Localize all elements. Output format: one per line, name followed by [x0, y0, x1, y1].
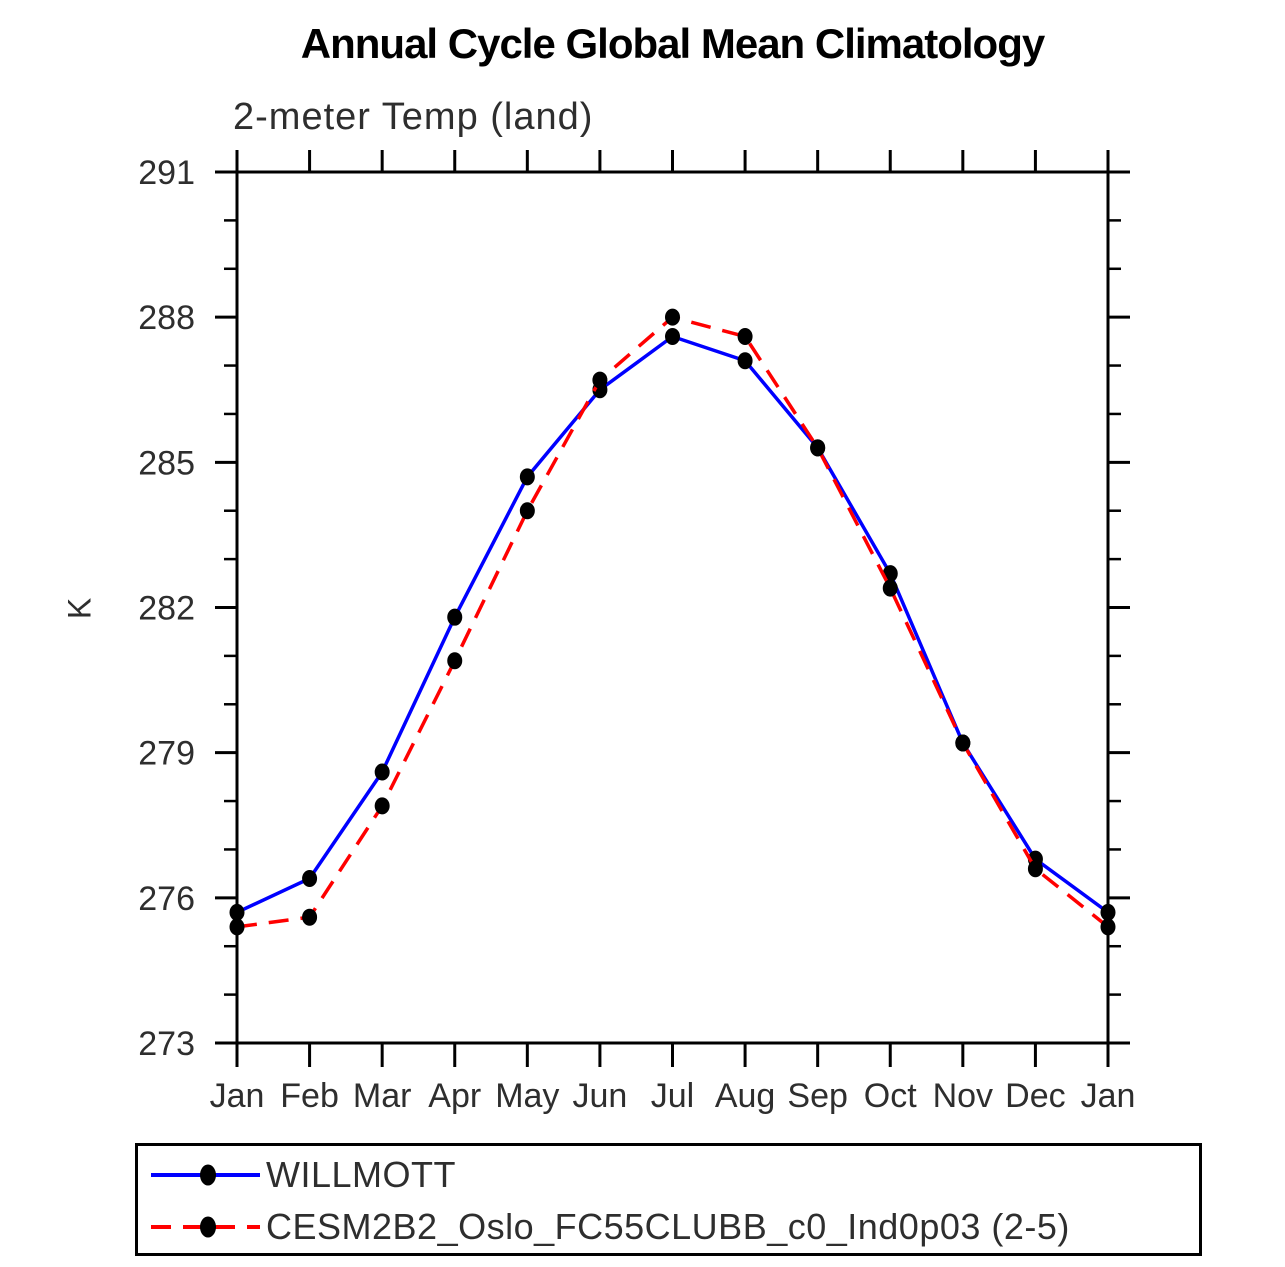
- series-willmott-markers: [229, 328, 1116, 921]
- y-tick-label: 273: [138, 1025, 195, 1063]
- data-point-marker: [519, 502, 535, 520]
- legend-label-cesm: CESM2B2_Oslo_FC55CLUBB_c0_Ind0p03 (2-5): [266, 1206, 1070, 1247]
- x-tick-label: Jan: [1081, 1077, 1136, 1115]
- data-point-marker: [665, 328, 680, 346]
- legend-label-willmott: WILLMOTT: [266, 1154, 456, 1195]
- x-tick-label: May: [495, 1077, 559, 1115]
- data-point-marker: [447, 608, 463, 626]
- data-point-marker: [374, 763, 390, 781]
- x-tick-label: Feb: [280, 1077, 339, 1115]
- data-point-marker: [374, 797, 390, 815]
- y-tick-label: 288: [138, 299, 195, 337]
- y-axis-ticks: [215, 170, 1130, 1045]
- x-tick-label: Apr: [428, 1077, 481, 1115]
- series-cesm-line: [236, 315, 1110, 929]
- data-point-marker: [1027, 860, 1043, 878]
- data-point-marker: [447, 652, 463, 670]
- plot-frame: [235, 170, 1110, 1045]
- data-point-marker: [955, 734, 971, 752]
- x-tick-label: Jul: [651, 1077, 694, 1115]
- legend-item-cesm: CESM2B2_Oslo_FC55CLUBB_c0_Ind0p03 (2-5): [138, 1206, 1070, 1248]
- x-tick-label: Aug: [715, 1077, 776, 1115]
- data-point-marker: [302, 908, 318, 926]
- data-point-marker: [592, 371, 608, 389]
- willmott-marker-icon: [200, 1164, 216, 1186]
- legend-box: WILLMOTT CESM2B2_Oslo_FC55CLUBB_c0_Ind0p…: [135, 1143, 1202, 1256]
- data-point-marker: [1100, 918, 1116, 936]
- data-point-marker: [1100, 903, 1116, 921]
- y-axis-tick-labels: 273 276 279 282 285 288 291: [138, 154, 195, 1063]
- data-point-marker: [229, 918, 245, 936]
- series-cesm-markers: [229, 308, 1116, 936]
- x-tick-label: Oct: [864, 1077, 917, 1115]
- legend-item-willmott: WILLMOTT: [138, 1154, 456, 1196]
- chart-subtitle: 2-meter Temp (land): [233, 96, 594, 138]
- data-point-marker: [519, 468, 535, 486]
- data-point-marker: [737, 352, 753, 370]
- y-tick-label: 282: [138, 590, 195, 628]
- x-tick-label: Jan: [210, 1077, 265, 1115]
- data-point-marker: [882, 579, 898, 597]
- y-tick-label: 285: [138, 444, 195, 482]
- x-tick-label: Nov: [933, 1077, 993, 1115]
- data-point-marker: [810, 439, 826, 457]
- x-tick-label: Mar: [353, 1077, 412, 1115]
- y-tick-label: 276: [138, 880, 195, 918]
- series-willmott-line: [236, 334, 1110, 914]
- data-point-marker: [302, 869, 318, 887]
- y-tick-label: 279: [138, 735, 195, 773]
- x-axis-tick-labels: Jan Feb Mar Apr May Jun Jul Aug Sep Oct Nov Dec Jan: [210, 1077, 1136, 1115]
- cesm-line-swatch: [151, 1216, 260, 1238]
- x-axis-ticks: [235, 150, 1110, 1067]
- data-point-marker: [737, 328, 753, 346]
- data-point-marker: [665, 308, 680, 326]
- willmott-line-swatch: [151, 1164, 260, 1186]
- x-tick-label: Sep: [787, 1077, 848, 1115]
- x-tick-label: Jun: [573, 1077, 628, 1115]
- data-point-marker: [229, 903, 245, 921]
- chart-title: Annual Cycle Global Mean Climatology: [300, 20, 1045, 67]
- y-tick-label: 291: [138, 154, 195, 192]
- cesm-marker-icon: [200, 1216, 216, 1238]
- x-tick-label: Dec: [1005, 1077, 1065, 1115]
